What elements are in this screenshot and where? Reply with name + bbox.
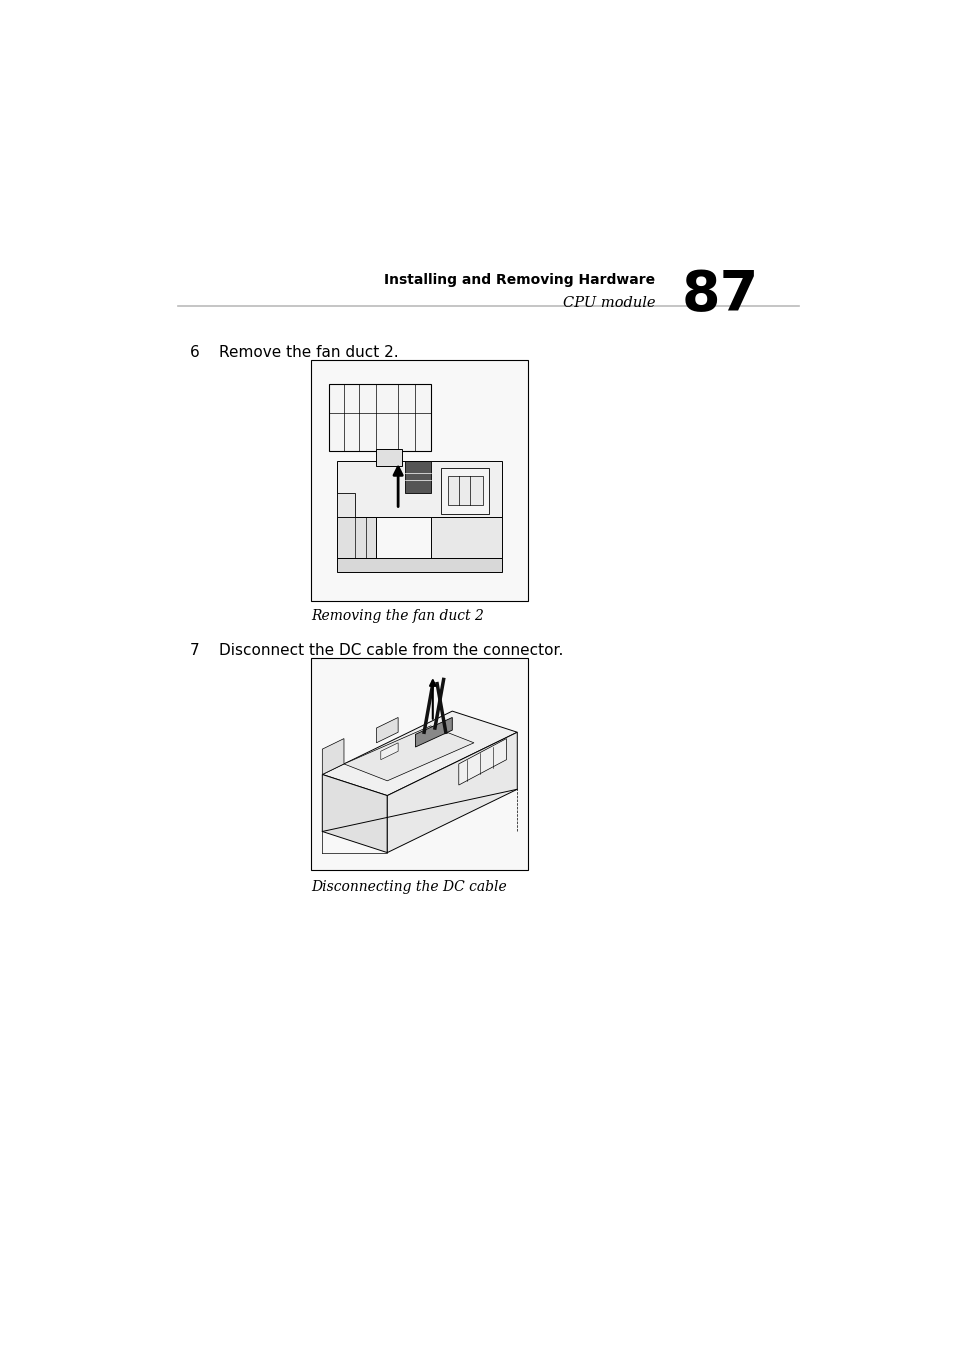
Polygon shape [337,516,376,558]
Polygon shape [415,717,452,747]
Polygon shape [337,558,501,573]
Bar [311,658,528,870]
Polygon shape [322,739,344,774]
Text: Disconnect the DC cable from the connector.: Disconnect the DC cable from the connect… [219,643,563,658]
Text: 7: 7 [190,643,199,658]
Text: Removing the fan duct 2: Removing the fan duct 2 [311,609,484,623]
Bar [311,359,528,601]
Polygon shape [322,774,387,852]
Polygon shape [387,732,517,852]
Polygon shape [458,739,506,785]
Polygon shape [430,516,501,558]
Text: Remove the fan duct 2.: Remove the fan duct 2. [219,346,398,361]
Polygon shape [329,384,430,451]
Polygon shape [344,725,474,781]
Text: Disconnecting the DC cable: Disconnecting the DC cable [311,880,507,894]
Polygon shape [376,449,402,466]
Text: Installing and Removing Hardware: Installing and Removing Hardware [384,273,655,288]
Polygon shape [448,476,482,504]
Text: 87: 87 [680,269,758,323]
Polygon shape [376,717,397,743]
Polygon shape [441,469,489,515]
Polygon shape [322,711,517,796]
Text: CPU module: CPU module [562,296,655,311]
Polygon shape [337,493,355,516]
Text: 6: 6 [190,346,199,361]
Polygon shape [380,743,397,759]
Polygon shape [404,461,430,493]
Polygon shape [337,461,501,516]
